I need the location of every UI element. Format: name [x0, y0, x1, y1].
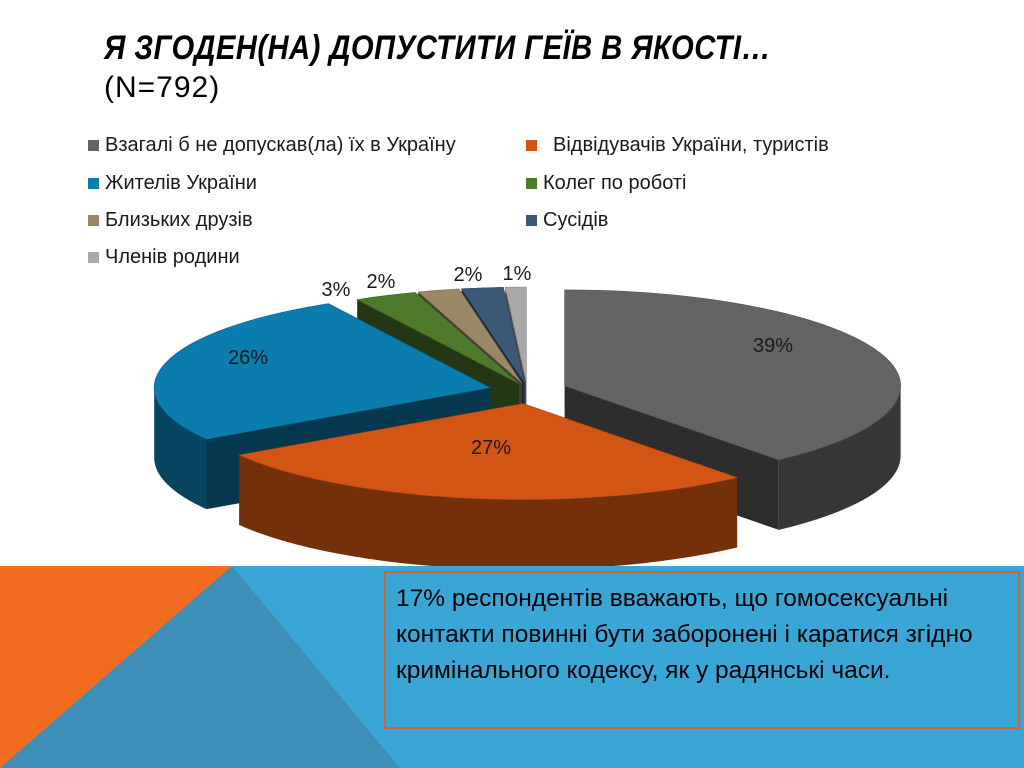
data-label: 26% — [228, 347, 268, 369]
pie-slice-top — [504, 286, 527, 384]
pie-slice-top — [417, 288, 523, 384]
callout-box: 17% респондентів вважають, що гомосексуа… — [384, 571, 1020, 729]
slide-title: Я ЗГОДЕН(НА) ДОПУСТИТИ ГЕЇВ В ЯКОСТІ… (N… — [104, 28, 984, 108]
pie-slice-side — [154, 387, 207, 510]
pie-slice-top — [153, 303, 492, 440]
pie-slice-top — [238, 403, 739, 500]
pie-slice-top — [460, 286, 525, 384]
data-label: 2% — [367, 271, 396, 293]
pie-slice-top — [356, 292, 520, 385]
footer-shapes — [0, 566, 400, 768]
pie-slice-side — [239, 454, 738, 566]
data-label: 3% — [322, 279, 351, 301]
pie-slice-top — [564, 289, 901, 461]
data-label: 1% — [503, 263, 532, 285]
title-line-2: (N=792) — [104, 71, 221, 104]
pie-slices — [153, 286, 901, 566]
data-label: 27% — [471, 437, 511, 459]
blue-triangle — [0, 566, 400, 768]
data-label: 2% — [454, 264, 483, 286]
data-label: 39% — [753, 335, 793, 357]
pie-chart: 39% 27% 26% 3% 2% 2% 1% — [153, 263, 901, 566]
pie-slice-side — [778, 385, 901, 530]
title-line-1: Я ЗГОДЕН(НА) ДОПУСТИТИ ГЕЇВ В ЯКОСТІ… — [104, 29, 772, 67]
callout-text: 17% респондентів вважають, що гомосексуа… — [396, 585, 973, 684]
